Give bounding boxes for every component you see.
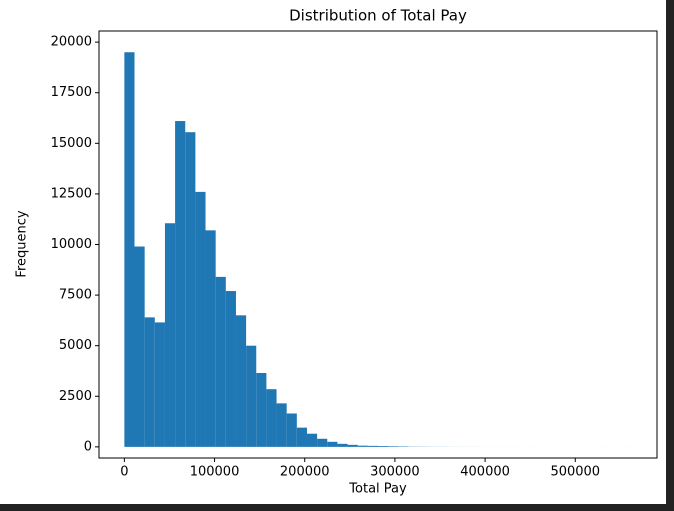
x-tick-label: 100000 xyxy=(190,465,240,480)
bar xyxy=(185,132,196,447)
y-axis-label: Frequency xyxy=(15,210,30,277)
bar xyxy=(388,446,399,447)
bar xyxy=(337,443,348,447)
x-tick-label: 500000 xyxy=(550,465,600,480)
x-tick-label: 300000 xyxy=(370,465,420,480)
bar xyxy=(357,445,368,447)
x-tick-label: 200000 xyxy=(280,465,330,480)
y-tick-label: 15000 xyxy=(51,136,92,151)
x-tick-label: 400000 xyxy=(460,465,510,480)
y-tick-label: 5000 xyxy=(59,338,92,353)
bar xyxy=(347,444,358,447)
chart-title: Distribution of Total Pay xyxy=(289,7,467,25)
bar xyxy=(225,291,236,447)
y-tick-label: 10000 xyxy=(51,237,92,252)
y-tick-label: 7500 xyxy=(59,288,92,303)
bar xyxy=(195,191,206,447)
bar xyxy=(378,446,389,447)
bar xyxy=(296,427,307,447)
bar xyxy=(144,317,155,447)
bar xyxy=(286,413,297,447)
bar xyxy=(235,315,247,447)
bar xyxy=(246,345,257,447)
bar xyxy=(276,403,287,447)
bar xyxy=(175,121,186,447)
x-tick-label: 0 xyxy=(120,465,128,480)
bar xyxy=(317,438,328,447)
bar xyxy=(215,276,226,447)
bar xyxy=(124,52,135,447)
bar xyxy=(367,445,378,447)
bar xyxy=(154,322,165,447)
y-tick-label: 12500 xyxy=(51,186,92,201)
figure-background xyxy=(0,0,666,504)
bar xyxy=(327,441,338,447)
bar xyxy=(256,373,267,447)
bar xyxy=(266,389,277,447)
bar xyxy=(205,230,216,447)
bar xyxy=(134,246,145,447)
y-tick-label: 17500 xyxy=(51,85,92,100)
y-tick-label: 2500 xyxy=(59,389,92,404)
x-axis-label: Total Pay xyxy=(348,482,407,497)
bar xyxy=(306,433,318,447)
y-tick-label: 0 xyxy=(84,439,92,454)
y-tick-label: 20000 xyxy=(51,35,92,50)
bar xyxy=(164,223,176,447)
